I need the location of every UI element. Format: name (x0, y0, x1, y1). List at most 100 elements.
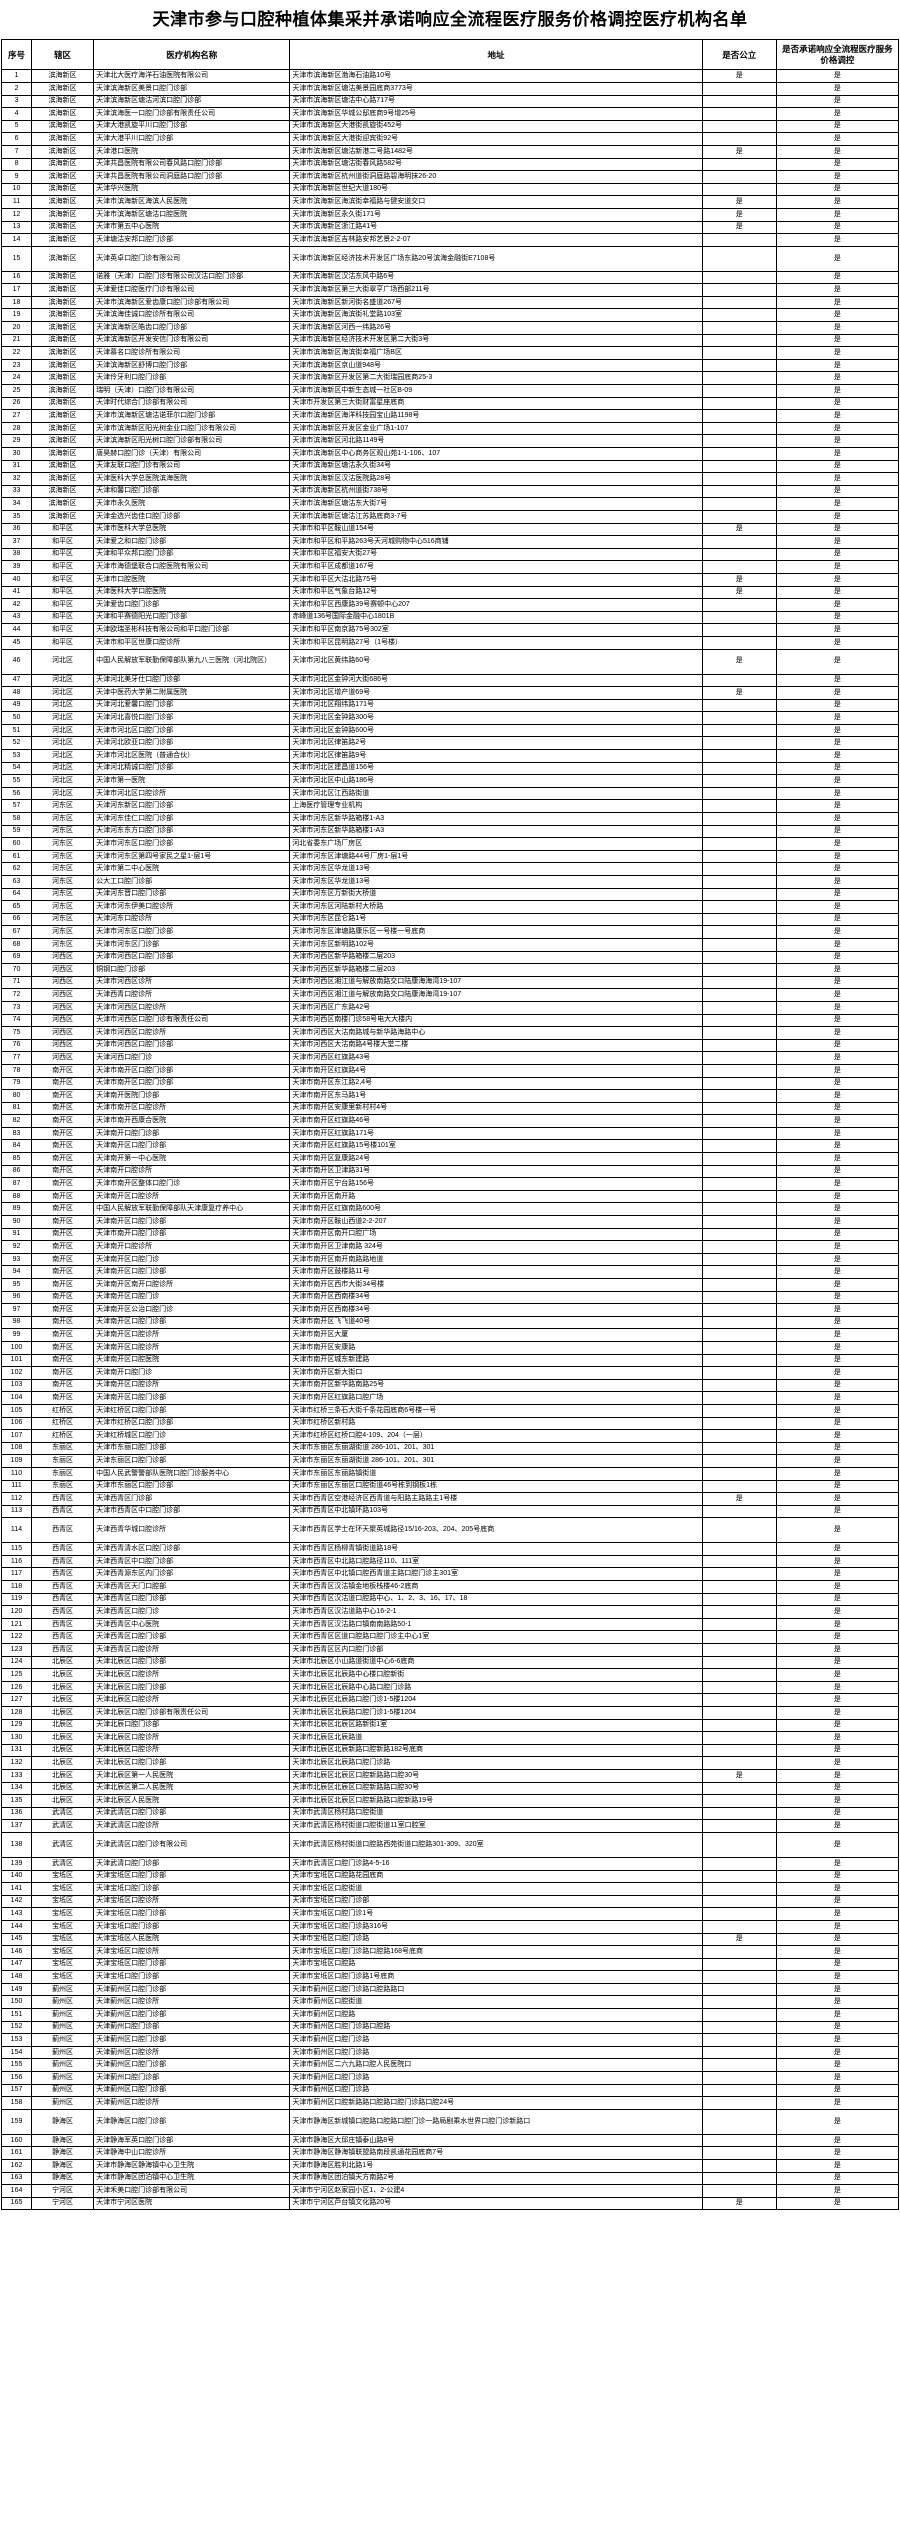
cell-index: 36 (0, 522, 33, 537)
cell-is-public (701, 2045, 777, 2060)
table-row: 74 河西区 天津市河西区口腔门诊有限责任公司 天津市河西区南楼门诊58号电大大楼内 是 (0, 1013, 900, 1028)
cell-district: 滨海新区 (31, 396, 95, 411)
cell-institution: 天津南开口腔诊所 (93, 1164, 291, 1179)
cell-address: 天津市和平区和平路263号天河城购物中心516商铺 (289, 535, 703, 549)
cell-address: 天津市和平区鞍山道154号 (289, 522, 703, 537)
cell-institution: 天津市第五中心医院 (93, 220, 291, 235)
cell-address: 天津市河北区中山路186号 (289, 774, 703, 788)
cell-index: 156 (0, 2071, 33, 2085)
cell-is-public (701, 1831, 777, 1858)
cell-index: 92 (0, 1240, 33, 1254)
cell-is-public (701, 421, 777, 436)
cell-institution: 天津爱之和口腔门诊部 (93, 535, 291, 549)
table-row: 47 河北区 天津河北美牙仕口腔门诊部 天津市河北区金钟河大街686号 是 (0, 673, 900, 688)
cell-price-pledge: 是 (775, 2133, 900, 2148)
cell-price-pledge: 是 (775, 1680, 900, 1695)
cell-address: 天津市滨海新区汉沽医院路28号 (289, 472, 703, 486)
cell-price-pledge: 是 (775, 1643, 900, 1657)
cell-is-public (701, 472, 777, 486)
table-row: 96 南开区 天津南开区口腔门诊 天津市南开区西南楼34号 是 (0, 1290, 900, 1305)
cell-district: 南开区 (31, 1240, 95, 1254)
cell-is-public (701, 1177, 777, 1191)
table-row: 59 河东区 天津河东东方口腔门诊部 天津市河东区新华路箱楼1-A3 是 (0, 824, 900, 839)
cell-price-pledge: 是 (775, 812, 900, 826)
cell-institution: 天津河西口腔门诊 (93, 1051, 291, 1065)
table-row: 89 南开区 中国人民解放军联勤保障部队天津康复疗养中心 天津市南开区红旗南路600号… (0, 1202, 900, 1217)
cell-price-pledge: 是 (775, 1252, 900, 1267)
cell-district: 河北区 (31, 761, 95, 776)
cell-institution: 天津南开口腔门诊 (93, 1366, 291, 1380)
cell-institution: 天津南开区口腔诊所 (93, 1378, 291, 1393)
cell-district: 蓟州区 (31, 2008, 95, 2022)
table-row: 72 河西区 天津西青口腔诊所 天津市河西区湘江道与解放南路交口陆康海海湾19-107… (0, 988, 900, 1002)
table-row: 106 红桥区 天津市红桥区口腔门诊部 天津市红桥区新村路 是 (0, 1416, 900, 1431)
cell-institution: 天津爱佳口腔医疗门诊有限公司 (93, 283, 291, 297)
cell-price-pledge: 是 (775, 1831, 900, 1858)
cell-price-pledge: 是 (775, 333, 900, 348)
cell-address: 天津市和平区气象台路12号 (289, 585, 703, 600)
cell-index: 122 (0, 1630, 33, 1645)
cell-address: 天津市西青区中北路口腔路径110、111室 (289, 1554, 703, 1569)
cell-price-pledge: 是 (775, 94, 900, 109)
cell-price-pledge: 是 (775, 774, 900, 788)
table-row: 10 滨海新区 天津华兴医院 天津市滨海新区世纪大道180号 是 (0, 182, 900, 197)
cell-address: 天津市河东区昆仑路1号 (289, 912, 703, 927)
table-row: 65 河东区 天津市河东伊美口腔诊所 天津市河东区河陆新村大桥路 是 (0, 900, 900, 914)
cell-address: 天津市南开区红旗路口腔广场 (289, 1391, 703, 1405)
cell-is-public (701, 711, 777, 725)
cell-price-pledge: 是 (775, 572, 900, 587)
cell-is-public (701, 975, 777, 990)
cell-price-pledge: 是 (775, 1668, 900, 1682)
cell-district: 西青区 (31, 1617, 95, 1632)
cell-is-public: 是 (701, 686, 777, 700)
cell-price-pledge: 是 (775, 346, 900, 360)
cell-index: 56 (0, 786, 33, 801)
cell-price-pledge: 是 (775, 535, 900, 549)
cell-institution: 天津滨海新区阳光树口腔门诊部有限公司 (93, 434, 291, 448)
table-row: 62 河东区 天津市第二中心医院 天津市河东区华龙道13号 是 (0, 862, 900, 876)
cell-is-public (701, 2008, 777, 2022)
cell-institution: 天津市河西区诊所 (93, 975, 291, 990)
cell-index: 68 (0, 938, 33, 952)
cell-district: 滨海新区 (31, 295, 95, 310)
cell-address: 天津市河东区新华路箱楼1-A3 (289, 812, 703, 826)
cell-index: 78 (0, 1063, 33, 1078)
cell-institution: 天津宝坻口腔门诊部 (93, 1919, 291, 1934)
table-row: 69 河西区 天津市河西区口腔门诊部 天津市河西区新华路箱楼二层203 是 (0, 950, 900, 965)
cell-index: 10 (0, 182, 33, 197)
cell-is-public (701, 925, 777, 939)
cell-price-pledge: 是 (775, 1063, 900, 1078)
cell-institution: 天津西青区中心医院 (93, 1617, 291, 1632)
cell-index: 140 (0, 1869, 33, 1884)
cell-index: 69 (0, 950, 33, 965)
cell-institution: 天津西青清水区口腔门诊部 (93, 1542, 291, 1556)
cell-is-public (701, 2071, 777, 2085)
cell-institution: 天津市第一医院 (93, 774, 291, 788)
cell-institution: 天津港口医院 (93, 144, 291, 159)
cell-institution: 天津市和平区世康口腔诊所 (93, 635, 291, 650)
cell-district: 河北区 (31, 711, 95, 725)
cell-address: 天津市东丽区东丽区口腔街道46号栋到钢板1栋 (289, 1479, 703, 1494)
cell-district: 河北区 (31, 673, 95, 688)
cell-institution: 天津西青源东区内门诊部 (93, 1567, 291, 1582)
cell-is-public (701, 900, 777, 914)
cell-is-public (701, 1114, 777, 1128)
cell-district: 滨海新区 (31, 459, 95, 474)
cell-district: 西青区 (31, 1592, 95, 1607)
cell-is-public (701, 1580, 777, 1594)
cell-price-pledge: 是 (775, 648, 900, 675)
cell-price-pledge: 是 (775, 824, 900, 839)
cell-district: 宁河区 (31, 2196, 95, 2211)
cell-price-pledge: 是 (775, 975, 900, 990)
table-row: 39 和平区 天津市海德堡联合口腔医院有限公司 天津市和平区成都道167号 是 (0, 560, 900, 574)
cell-institution: 天津南开区口腔门诊部 (93, 1391, 291, 1405)
cell-institution: 天津北辰区第一人民医院 (93, 1769, 291, 1783)
cell-address: 天津市河西区南楼门诊58号电大大楼内 (289, 1013, 703, 1028)
cell-is-public (701, 824, 777, 839)
cell-is-public (701, 409, 777, 423)
cell-address: 天津市河东区新明路102号 (289, 938, 703, 952)
table-row: 35 滨海新区 天津金选兴齿佳口腔门诊部 天津市滨海新区塘沽江苏路底商3-7号 是 (0, 510, 900, 524)
table-row: 56 河北区 天津市河北区口腔诊所 天津市河北区江西路街道 是 (0, 786, 900, 801)
cell-institution: 天津市永久医院 (93, 497, 291, 511)
cell-address: 天津市滨海新区海洋科技园宝山路1198号 (289, 409, 703, 423)
